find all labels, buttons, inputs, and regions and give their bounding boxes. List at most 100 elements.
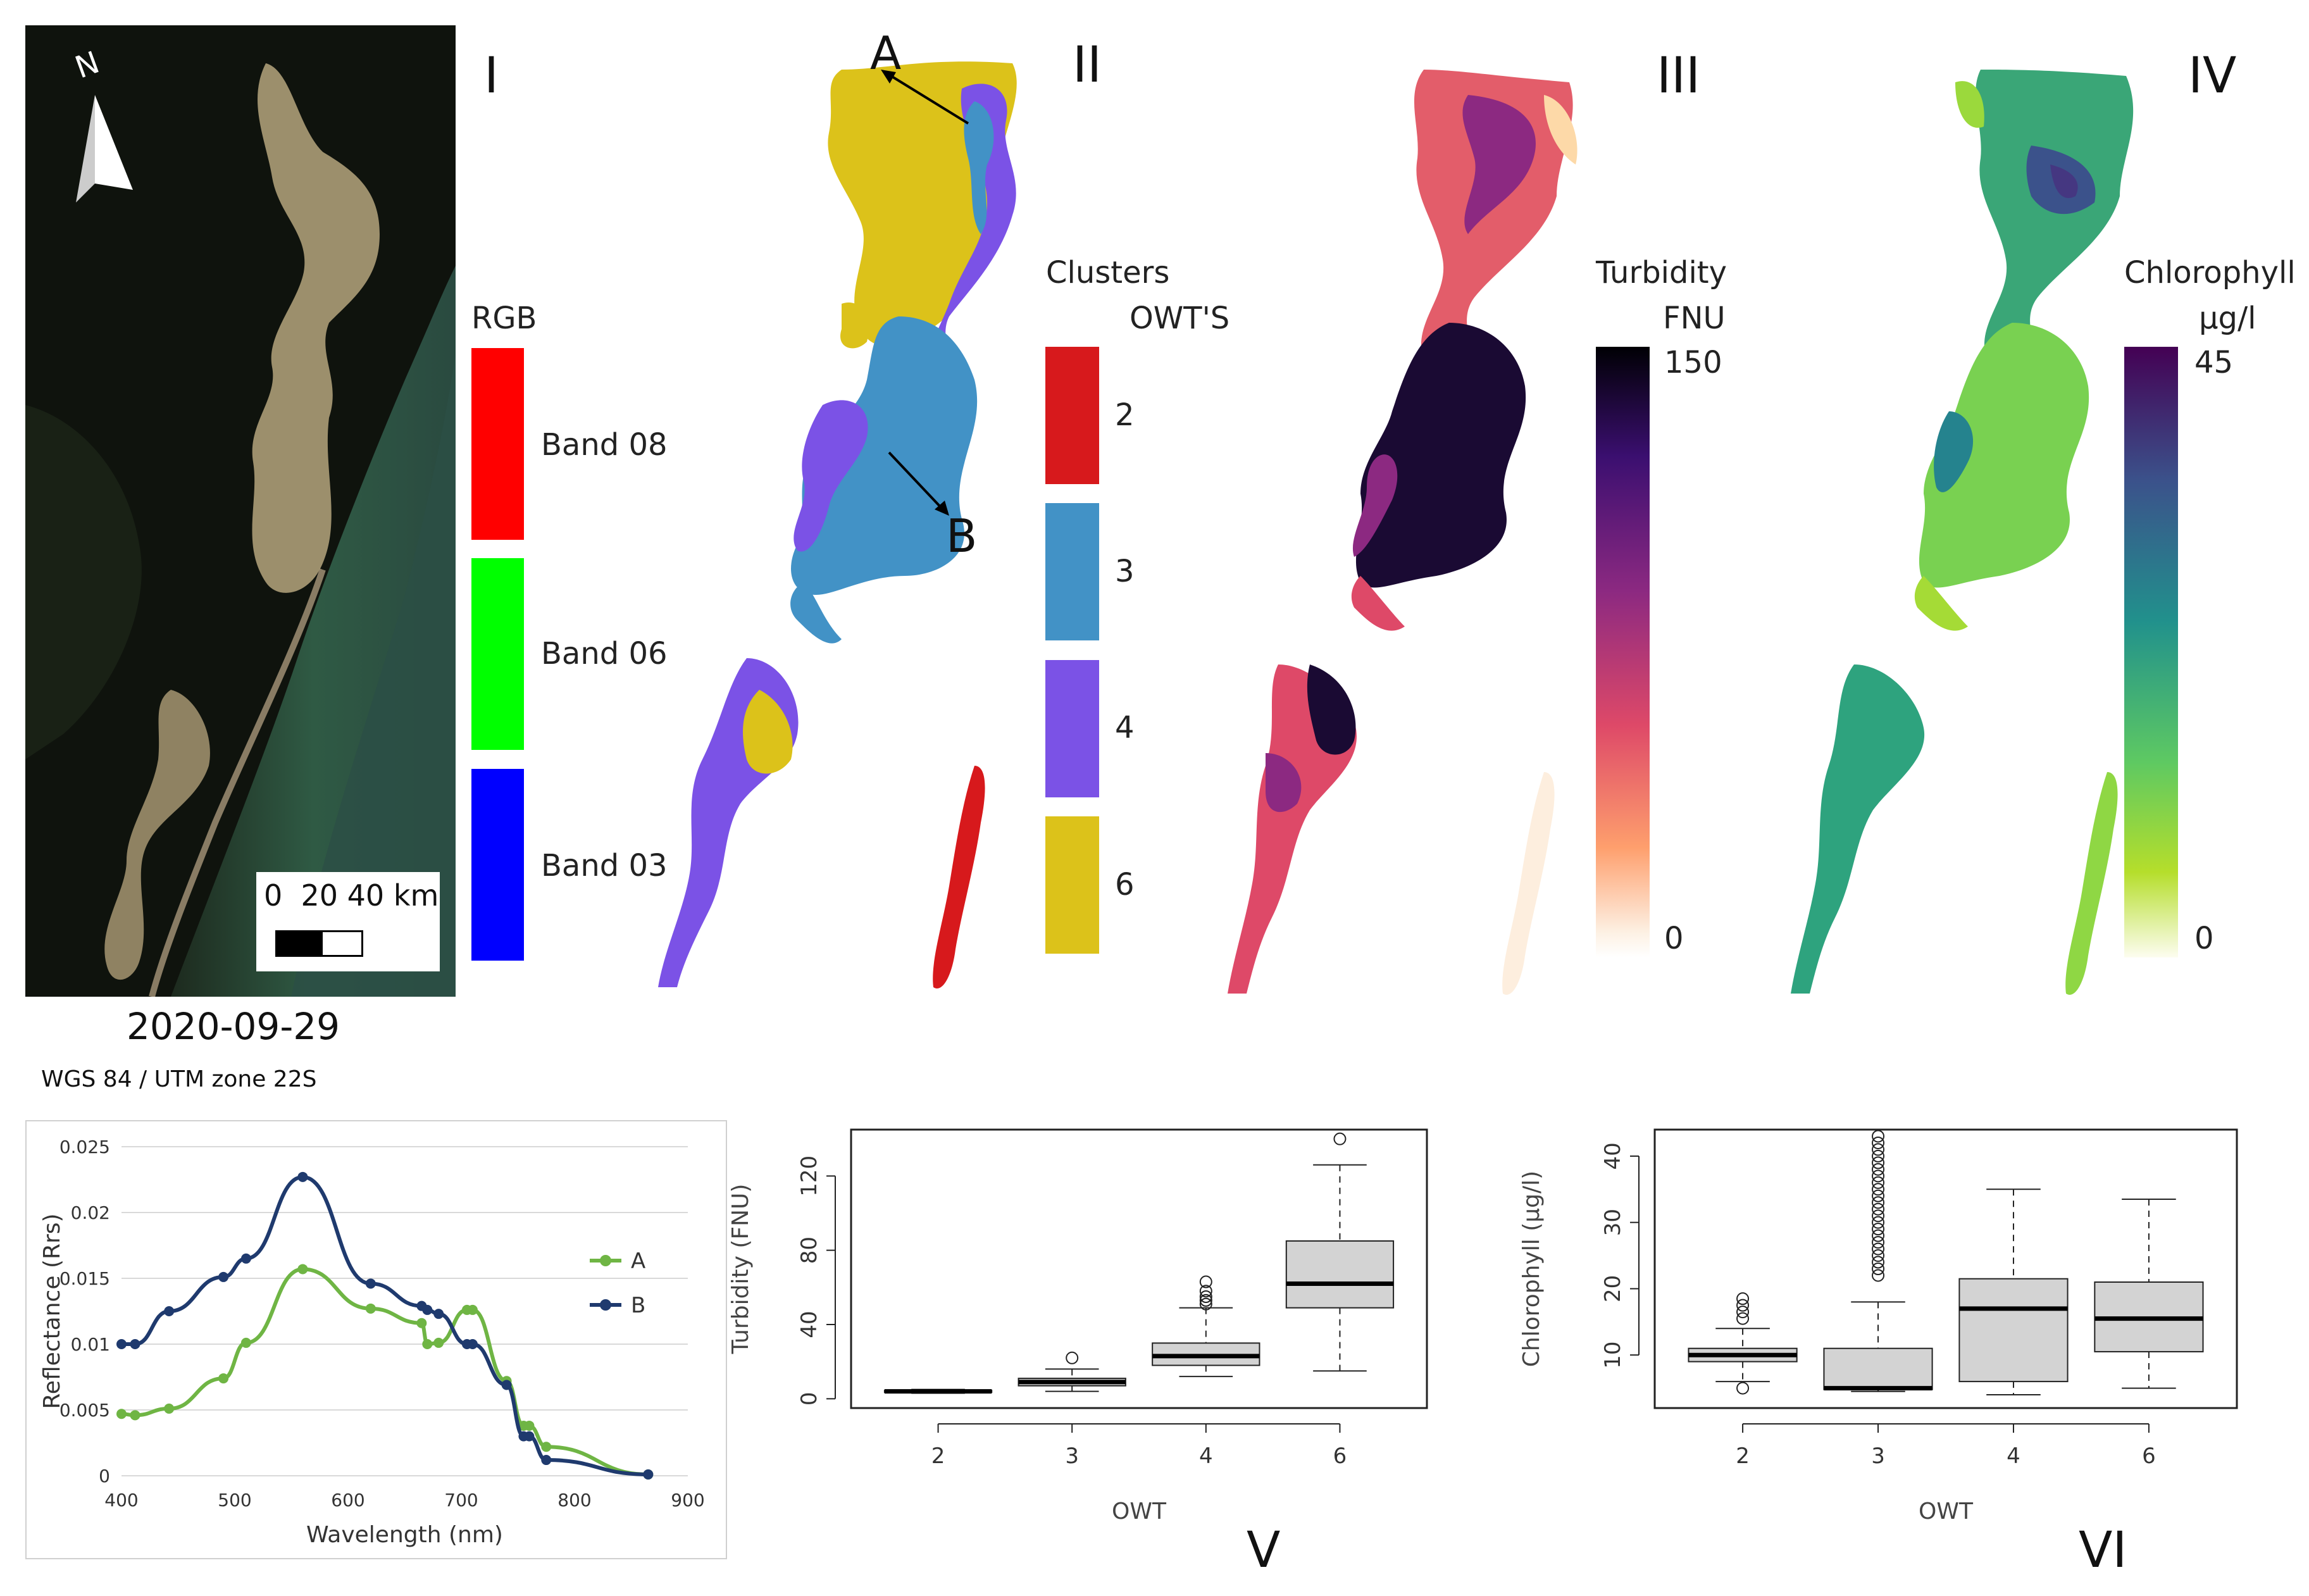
outlier-point <box>1872 1262 1885 1275</box>
y-tick-label: 0.01 <box>71 1334 110 1355</box>
cluster-swatch <box>1045 347 1099 484</box>
reflectance-chart: 0 0.005 0.01 0.015 0.02 0.025 400 500 600 700 800 9… <box>25 1120 727 1559</box>
box <box>1285 1240 1395 1309</box>
outlier-point <box>1872 1256 1885 1269</box>
x-tick-label: 700 <box>444 1490 478 1511</box>
legend-marker <box>600 1299 611 1311</box>
data-point <box>130 1410 140 1421</box>
cluster-label: 3 <box>1115 554 1135 589</box>
data-point <box>116 1409 127 1419</box>
data-point <box>240 1253 251 1264</box>
outlier-point <box>1199 1290 1212 1303</box>
data-point <box>297 1264 308 1275</box>
x-axis-label: OWT <box>1919 1499 1974 1524</box>
outlier-point <box>1872 1169 1885 1183</box>
plot-frame <box>1653 1128 2238 1409</box>
y-tick-label: 40 <box>797 1311 822 1338</box>
plot-frame <box>850 1128 1428 1409</box>
scale-bar-text: 0 20 40 km <box>264 878 439 913</box>
y-tick-label: 10 <box>1600 1342 1626 1369</box>
chlorophyll-map <box>1765 57 2158 1000</box>
scale-bar-graphic <box>275 930 363 957</box>
outlier-point <box>1872 1249 1885 1262</box>
outlier-point <box>1872 1163 1885 1176</box>
outlier-point <box>1872 1136 1885 1149</box>
outlier-point <box>1872 1156 1885 1169</box>
x-tick-label: 4 <box>2007 1443 2020 1469</box>
rgb-band-label: Band 06 <box>541 636 668 671</box>
legend-marker <box>600 1255 611 1266</box>
chlorophyll-colorbar-max: 45 <box>2194 345 2234 380</box>
box <box>1958 1278 2069 1383</box>
y-tick-label: 0.015 <box>59 1268 110 1289</box>
y-tick-label: 20 <box>1600 1275 1626 1302</box>
y-axis-label: Chlorophyll (µg/l) <box>1519 1171 1545 1367</box>
data-point <box>541 1442 552 1452</box>
data-point <box>643 1469 654 1480</box>
data-point <box>218 1271 229 1282</box>
box <box>1823 1347 1933 1390</box>
panel-label-i: I <box>484 47 499 104</box>
x-tick-label: 600 <box>331 1490 364 1511</box>
outlier-point <box>1872 1176 1885 1189</box>
data-point <box>422 1339 433 1349</box>
turbidity-colorbar <box>1596 347 1650 957</box>
outlier-point <box>1872 1223 1885 1236</box>
cluster-label: 6 <box>1115 867 1135 902</box>
turbidity-legend-unit: FNU <box>1663 301 1726 336</box>
label-b: B <box>946 509 978 563</box>
series-line-a <box>121 1267 649 1476</box>
data-point <box>422 1304 433 1315</box>
y-tick-label: 0 <box>99 1466 110 1487</box>
data-point <box>297 1171 308 1182</box>
data-point <box>467 1304 478 1315</box>
outlier-point <box>1872 1229 1885 1242</box>
panel-label-v: V <box>1247 1522 1281 1579</box>
panel-label-iv: IV <box>2188 47 2237 104</box>
x-tick-label: 3 <box>1871 1443 1885 1469</box>
y-tick-label: 80 <box>797 1237 822 1264</box>
turbidity-colorbar-max: 150 <box>1664 345 1722 380</box>
y-axis-label: Reflectance (Rrs) <box>39 1213 65 1409</box>
turbidity-colorbar-min: 0 <box>1664 921 1684 956</box>
cluster-swatch <box>1045 816 1099 954</box>
chlorophyll-legend-title: Chlorophyll <box>2124 255 2296 290</box>
rgb-swatch-green <box>471 558 524 750</box>
rgb-band-label: Band 08 <box>541 427 668 463</box>
x-tick-label: 2 <box>931 1443 945 1469</box>
turbidity-map <box>1202 57 1595 1000</box>
turbidity-boxplot: 0 40 80 120 2 3 4 6 OWT Turbidity (FNU) <box>721 1120 1481 1576</box>
y-tick-label: 30 <box>1600 1209 1626 1236</box>
outlier-point <box>1736 1381 1750 1395</box>
x-tick-label: 6 <box>1333 1443 1347 1469</box>
data-point <box>501 1380 512 1390</box>
outlier-point <box>1736 1292 1750 1306</box>
data-point <box>164 1306 175 1316</box>
x-tick-label: 6 <box>2142 1443 2156 1469</box>
outlier-point <box>1333 1132 1347 1145</box>
panel-label-vi: VI <box>2079 1522 2127 1579</box>
x-tick-label: 400 <box>104 1490 138 1511</box>
data-point <box>130 1339 140 1349</box>
outlier-point <box>1872 1236 1885 1249</box>
outlier-point <box>1872 1183 1885 1196</box>
series-line-b <box>121 1175 649 1476</box>
clusters-legend-title: Clusters <box>1046 255 1170 290</box>
data-point <box>541 1455 552 1466</box>
outlier-point <box>1199 1285 1212 1298</box>
data-point <box>116 1339 127 1349</box>
cluster-map <box>633 51 1050 1000</box>
x-tick-label: 800 <box>557 1490 591 1511</box>
data-point <box>416 1318 427 1328</box>
data-point <box>524 1431 535 1442</box>
outlier-point <box>1872 1209 1885 1223</box>
chlorophyll-legend-unit: µg/l <box>2199 301 2256 336</box>
y-tick-label: 0.025 <box>59 1137 110 1157</box>
outlier-point <box>1872 1149 1885 1163</box>
cluster-swatch <box>1045 660 1099 797</box>
outlier-point <box>1872 1130 1885 1143</box>
chlorophyll-boxplot: 10 20 30 40 2 3 4 6 OWT Chlorophyll (µg/l) <box>1512 1120 2297 1576</box>
clusters-legend-subtitle: OWT'S <box>1130 301 1230 336</box>
outlier-point <box>1066 1351 1079 1364</box>
chlorophyll-colorbar-min: 0 <box>2194 921 2214 956</box>
